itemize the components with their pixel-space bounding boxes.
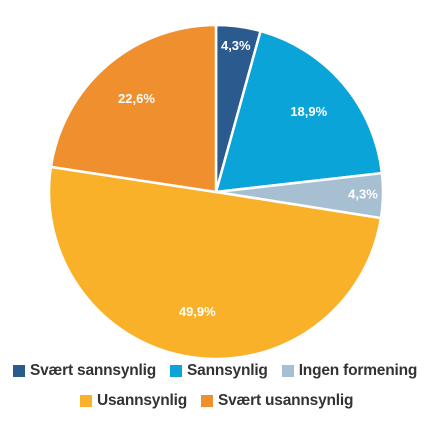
pie-slice-label-2: 4,3% (348, 187, 378, 202)
legend-item-usannsynlig: Usannsynlig (80, 392, 187, 410)
legend-swatch (170, 365, 183, 377)
pie-slice-label-1: 18,9% (290, 104, 327, 119)
legend-item-sannsynlig: Sannsynlig (170, 362, 268, 380)
pie-chart: 4,3% 18,9% 4,3% 49,9% 22,6% (47, 23, 385, 360)
legend-label: Ingen formening (298, 362, 418, 379)
legend-swatch (281, 365, 294, 377)
legend-label: Usannsynlig (97, 392, 187, 409)
pie-slices (47, 23, 385, 360)
legend-row-1: Svært sannsynlig Sannsynlig Ingen formen… (13, 362, 417, 380)
legend: Svært sannsynlig Sannsynlig Ingen formen… (0, 355, 440, 423)
pie-slice-label-3: 49,9% (179, 304, 216, 319)
pie-slice-4 (49, 23, 218, 194)
legend-item-svaert-sannsynlig: Svært sannsynlig (13, 362, 156, 380)
pie-slice-label-0: 4,3% (221, 38, 251, 53)
pie-slice-label-4: 22,6% (118, 91, 155, 106)
pie-slice-labels: 4,3% 18,9% 4,3% 49,9% 22,6% (118, 38, 378, 319)
legend-item-ingen-formening: Ingen formening (281, 362, 418, 380)
legend-swatch (80, 395, 92, 407)
legend-row-2: Usannsynlig Svært usannsynlig (80, 392, 353, 410)
legend-label: Svært usannsynlig (217, 392, 354, 409)
legend-swatch (13, 365, 25, 377)
legend-label: Sannsynlig (187, 362, 268, 379)
pie-slice-1 (214, 29, 384, 194)
legend-item-svaert-usannsynlig: Svært usannsynlig (200, 392, 354, 410)
pie-slice-3 (47, 165, 383, 360)
legend-swatch (200, 395, 213, 407)
legend-label: Svært sannsynlig (30, 362, 157, 379)
